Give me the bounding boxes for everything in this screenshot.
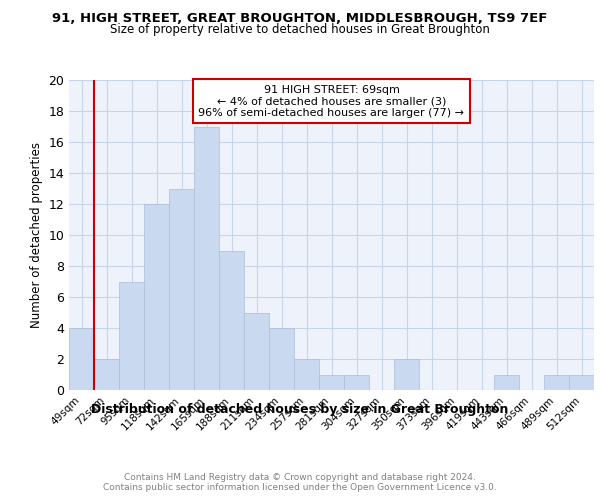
Bar	[344, 374, 369, 390]
Bar	[394, 359, 419, 390]
Text: Distribution of detached houses by size in Great Broughton: Distribution of detached houses by size …	[91, 402, 509, 415]
Bar	[144, 204, 169, 390]
Bar	[244, 312, 269, 390]
Bar	[494, 374, 519, 390]
Bar	[544, 374, 569, 390]
Bar	[169, 188, 194, 390]
Text: 91 HIGH STREET: 69sqm
← 4% of detached houses are smaller (3)
96% of semi-detach: 91 HIGH STREET: 69sqm ← 4% of detached h…	[199, 84, 464, 118]
Bar	[194, 126, 219, 390]
Bar	[69, 328, 94, 390]
Text: Contains HM Land Registry data © Crown copyright and database right 2024.: Contains HM Land Registry data © Crown c…	[124, 472, 476, 482]
Bar	[569, 374, 594, 390]
Y-axis label: Number of detached properties: Number of detached properties	[30, 142, 43, 328]
Text: Contains public sector information licensed under the Open Government Licence v3: Contains public sector information licen…	[103, 482, 497, 492]
Bar	[294, 359, 319, 390]
Bar	[119, 282, 144, 390]
Bar	[94, 359, 119, 390]
Text: Size of property relative to detached houses in Great Broughton: Size of property relative to detached ho…	[110, 24, 490, 36]
Text: 91, HIGH STREET, GREAT BROUGHTON, MIDDLESBROUGH, TS9 7EF: 91, HIGH STREET, GREAT BROUGHTON, MIDDLE…	[52, 12, 548, 26]
Bar	[269, 328, 294, 390]
Bar	[219, 250, 244, 390]
Bar	[319, 374, 344, 390]
